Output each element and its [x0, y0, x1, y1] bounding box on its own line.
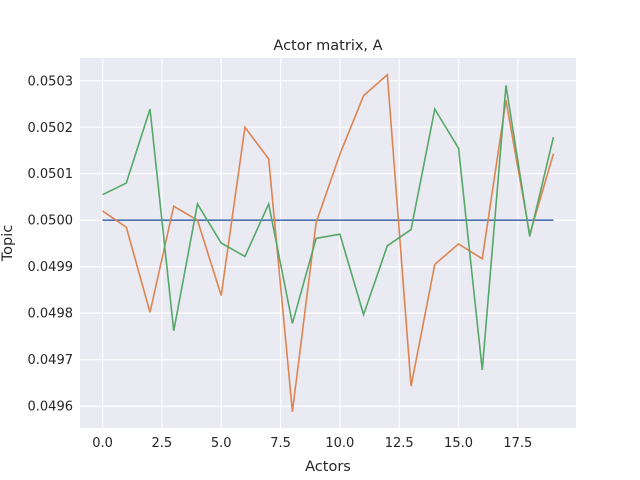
x-tick-label: 17.5: [503, 436, 532, 451]
x-tick-label: 15.0: [444, 436, 473, 451]
chart-title: Actor matrix, A: [273, 38, 382, 54]
x-tick-label: 12.5: [385, 436, 414, 451]
x-tick-label: 10.0: [325, 436, 354, 451]
x-tick-label: 5.0: [211, 436, 232, 451]
y-tick-label: 0.0502: [28, 121, 74, 136]
y-tick-label: 0.0498: [28, 307, 74, 322]
x-tick-label: 2.5: [152, 436, 173, 451]
y-axis-label: Topic: [0, 225, 16, 262]
y-tick-label: 0.0496: [28, 400, 74, 415]
y-tick-labels: 0.0496 0.0497 0.0498 0.0499 0.0500 0.0501 0.05…: [28, 74, 74, 414]
series-group: [102, 73, 555, 412]
x-tick-labels: 0.0 2.5 5.0 7.5 10.0 12.5 15.0 17.5: [92, 436, 532, 451]
y-tick-label: 0.0499: [28, 260, 74, 275]
series-line-2: [102, 73, 555, 412]
y-tick-label: 0.0497: [28, 353, 74, 368]
y-tick-label: 0.0503: [28, 74, 74, 89]
series-line-3: [102, 85, 555, 370]
y-tick-label: 0.0500: [28, 214, 74, 229]
x-tick-label: 7.5: [270, 436, 291, 451]
x-tick-label: 0.0: [92, 436, 113, 451]
x-axis-label: Actors: [305, 459, 351, 475]
y-tick-label: 0.0501: [28, 167, 74, 182]
plot-area: [80, 58, 576, 428]
